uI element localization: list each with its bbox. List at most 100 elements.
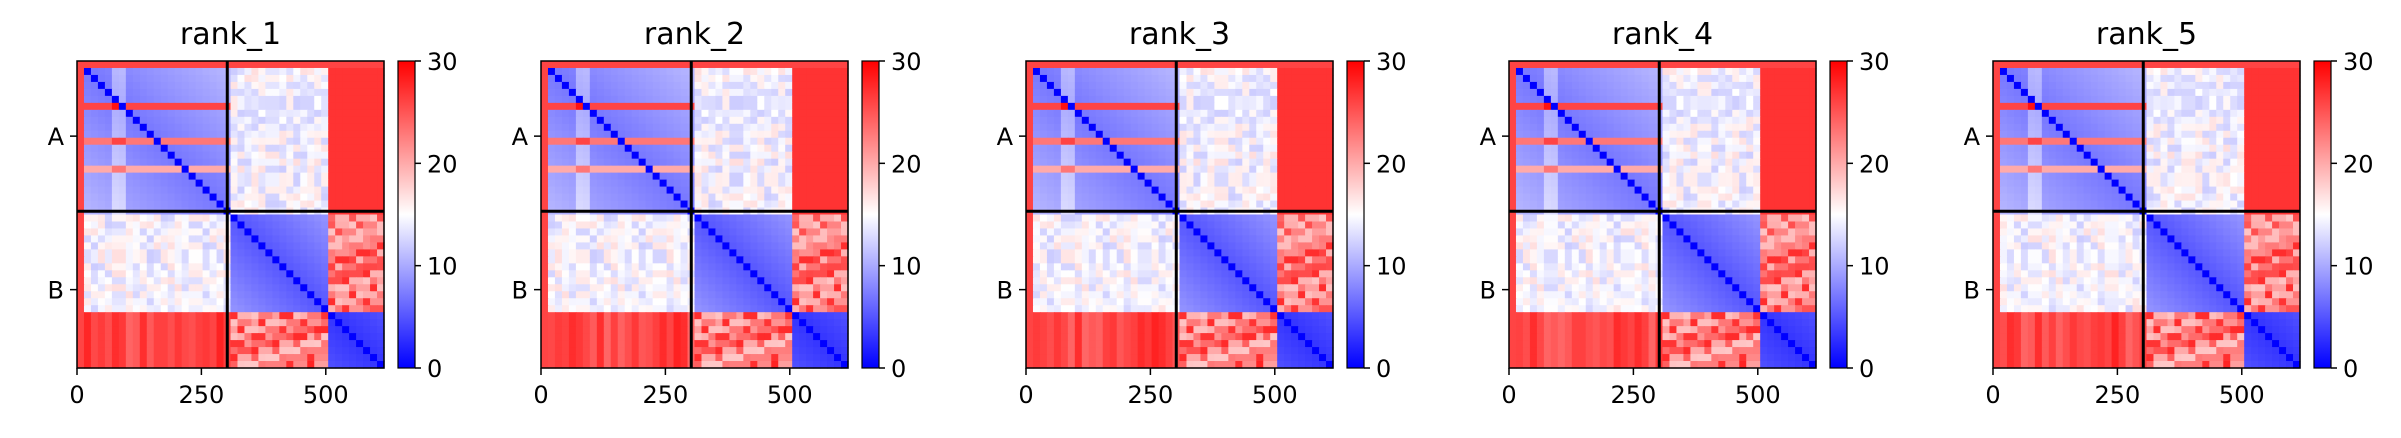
heatmap-cell: [568, 165, 577, 174]
heatmap-cell: [1193, 151, 1202, 160]
heatmap-cell: [708, 235, 717, 244]
heatmap-cell: [1046, 81, 1055, 90]
heatmap-cell: [146, 263, 155, 271]
heatmap-cell: [104, 235, 113, 244]
heatmap-cell: [757, 326, 765, 334]
heatmap-cell: [1319, 179, 1327, 188]
heatmap-cell: [1179, 102, 1188, 111]
heatmap-cell: [771, 193, 779, 202]
heatmap-cell: [202, 214, 211, 223]
heatmap-cell: [701, 95, 710, 104]
heatmap-cell: [160, 340, 169, 348]
heatmap-cell: [708, 130, 717, 139]
heatmap-cell: [1158, 123, 1167, 132]
heatmap-cell: [736, 109, 744, 118]
heatmap-cell: [785, 340, 793, 348]
heatmap-cell: [834, 298, 842, 306]
heatmap-cell: [1081, 123, 1090, 132]
heatmap-cell: [841, 228, 849, 237]
heatmap-cell: [589, 284, 598, 292]
heatmap-cell: [568, 263, 577, 271]
heatmap-cell: [1249, 81, 1257, 90]
heatmap-cell: [195, 172, 204, 181]
heatmap-cell: [666, 81, 675, 90]
heatmap-cell: [820, 74, 828, 83]
heatmap-cell: [1123, 95, 1132, 104]
heatmap-cell: [841, 200, 849, 209]
heatmap-cell: [1193, 74, 1202, 83]
heatmap-cell: [743, 74, 751, 83]
heatmap-cell: [1165, 130, 1174, 139]
heatmap-cell: [820, 333, 828, 341]
heatmap-cell: [1179, 200, 1188, 209]
heatmap-cell: [1165, 186, 1174, 195]
heatmap-cell: [666, 137, 675, 146]
heatmap-cell: [1060, 200, 1069, 209]
heatmap-cell: [265, 326, 273, 334]
heatmap-cell: [1305, 74, 1313, 83]
heatmap-cell: [1249, 221, 1257, 230]
heatmap-cell: [377, 74, 385, 83]
heatmap-cell: [1193, 221, 1202, 230]
heatmap-cell: [701, 74, 710, 83]
heatmap-cell: [722, 354, 730, 362]
heatmap-cell: [771, 144, 779, 153]
heatmap-cell: [265, 298, 273, 306]
heatmap-cell: [617, 95, 626, 104]
heatmap-cell: [694, 186, 703, 195]
heatmap-cell: [785, 298, 793, 306]
heatmap-cell: [251, 333, 260, 341]
heatmap-cell: [167, 326, 176, 334]
heatmap-cell: [541, 277, 549, 285]
heatmap-cell: [328, 256, 336, 264]
heatmap-cell: [729, 130, 737, 139]
heatmap-cell: [167, 81, 176, 90]
heatmap-cell: [1312, 74, 1320, 83]
heatmap-cell: [1179, 137, 1188, 146]
heatmap-cell: [195, 88, 204, 97]
heatmap-cell: [349, 305, 357, 313]
heatmap-cell: [272, 326, 280, 334]
heatmap-cell: [356, 319, 364, 327]
heatmap-cell: [104, 284, 113, 292]
heatmap-cell: [363, 228, 371, 237]
heatmap-cell: [1144, 102, 1153, 111]
heatmap-cell: [349, 165, 357, 174]
heatmap-cell: [125, 354, 134, 362]
heatmap-cell: [673, 361, 682, 369]
heatmap-cell: [181, 67, 190, 76]
heatmap-cell: [680, 312, 689, 320]
heatmap-cell: [603, 214, 612, 223]
heatmap-cell: [1200, 88, 1209, 97]
heatmap-cell: [750, 242, 758, 250]
heatmap-cell: [377, 214, 385, 223]
heatmap-cell: [370, 354, 378, 362]
heatmap-cell: [181, 172, 190, 181]
heatmap-cell: [1270, 95, 1278, 104]
heatmap-cell: [561, 347, 570, 355]
heatmap-cell: [561, 319, 570, 327]
heatmap-cell: [83, 102, 92, 111]
heatmap-cell: [1263, 179, 1271, 188]
heatmap-cell: [547, 347, 556, 355]
heatmap-cell: [1081, 151, 1090, 160]
heatmap-cell: [582, 305, 591, 313]
heatmap-cell: [335, 102, 343, 111]
heatmap-cell: [785, 193, 793, 202]
heatmap-cell: [202, 256, 211, 264]
heatmap-cell: [132, 186, 141, 195]
heatmap-cell: [321, 354, 329, 362]
heatmap-cell: [118, 354, 127, 362]
heatmap-cell: [209, 235, 218, 244]
heatmap-cell: [750, 193, 758, 202]
heatmap-cell: [77, 242, 85, 250]
heatmap-cell: [181, 158, 190, 167]
heatmap-cell: [1298, 95, 1306, 104]
heatmap-cell: [90, 263, 99, 271]
heatmap-cell: [666, 326, 675, 334]
heatmap-cell: [596, 74, 605, 83]
heatmap-cell: [1109, 74, 1118, 83]
heatmap-cell: [652, 228, 661, 237]
heatmap-cell: [603, 109, 612, 118]
heatmap-cell: [174, 354, 183, 362]
